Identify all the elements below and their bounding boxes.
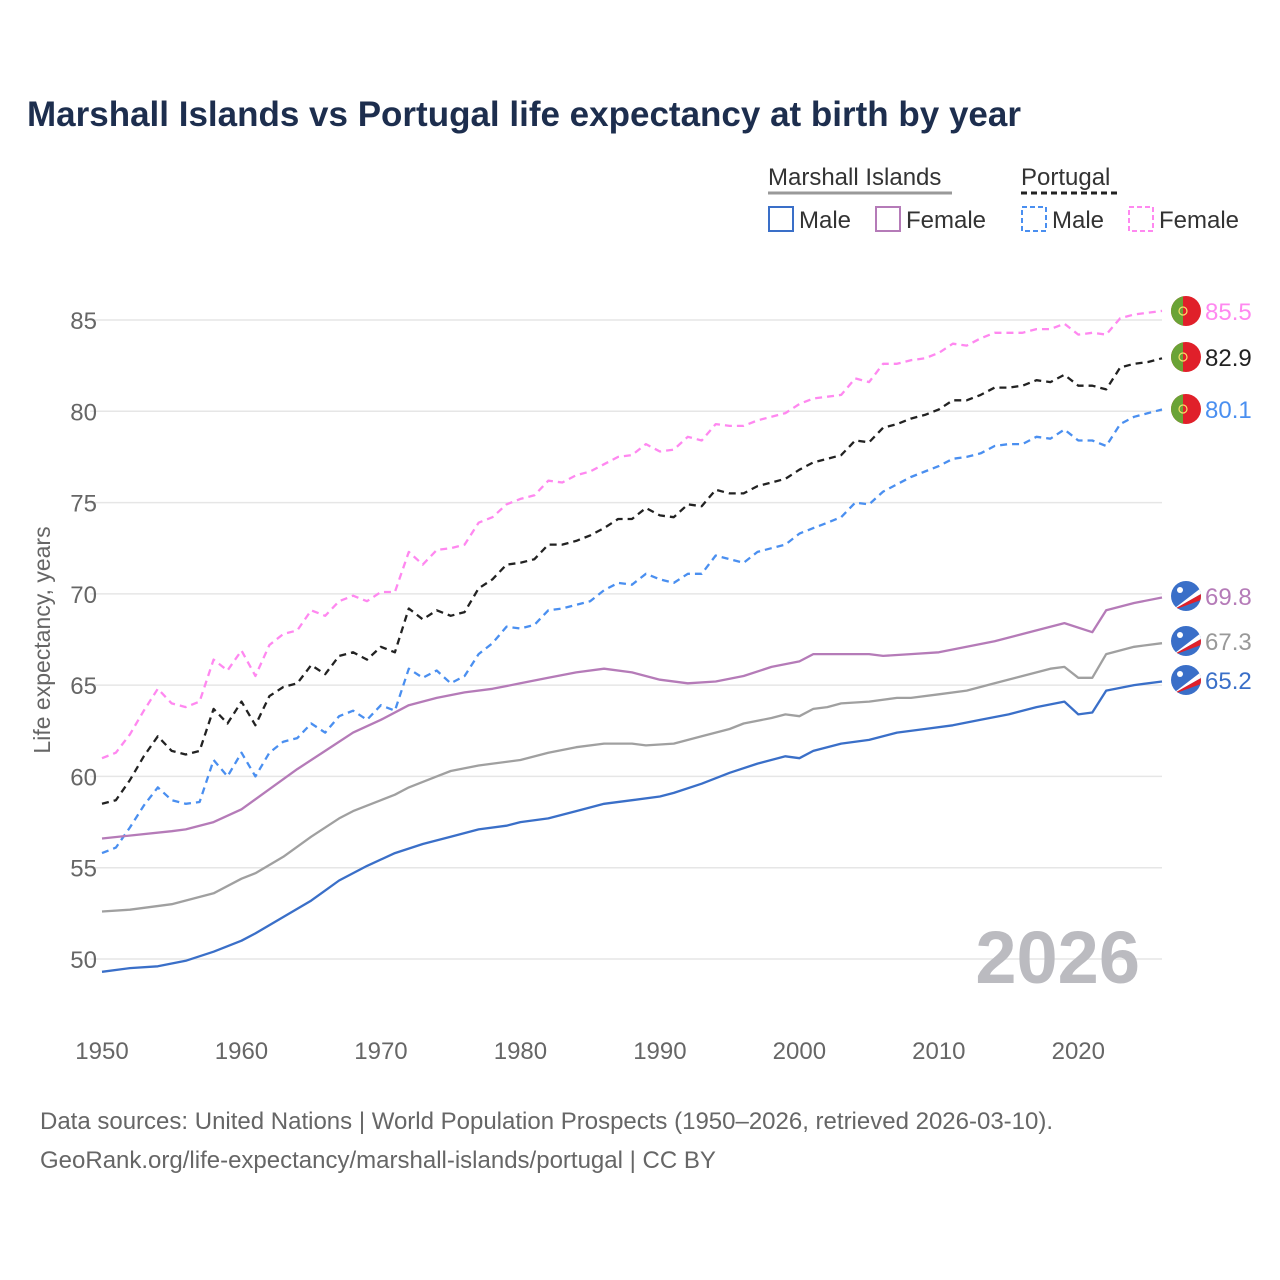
legend-swatch xyxy=(768,206,794,232)
flag-body xyxy=(1171,626,1201,656)
flag-emblem xyxy=(1178,404,1188,414)
y-tick-label: 80 xyxy=(70,399,97,426)
legend-group-title: Marshall Islands xyxy=(768,164,941,191)
series-line-pt_total xyxy=(101,357,1163,805)
legend-entry-label: Male xyxy=(799,207,851,234)
x-tick-label: 1980 xyxy=(494,1038,547,1065)
flag-star xyxy=(1177,671,1183,677)
end-value-label-mh_male: 65.2 xyxy=(1205,668,1252,695)
series-line-pt_male xyxy=(101,408,1163,855)
source-link[interactable]: GeoRank.org/life-expectancy/marshall-isl… xyxy=(40,1147,716,1174)
flag-body xyxy=(1171,342,1201,372)
flag-green xyxy=(1171,394,1183,424)
x-tick-label: 1950 xyxy=(75,1038,128,1065)
series-line-mh_female xyxy=(101,596,1163,840)
chart-title: Marshall Islands vs Portugal life expect… xyxy=(27,95,1021,134)
flag-green xyxy=(1171,296,1183,326)
legend-group-title: Portugal xyxy=(1021,164,1110,191)
end-value-label-pt_female: 85.5 xyxy=(1205,299,1252,326)
flag-red-stripe xyxy=(1171,594,1201,611)
flag-emblem xyxy=(1178,352,1188,362)
flag-icon-portugal xyxy=(1171,394,1201,424)
y-tick-label: 70 xyxy=(70,582,97,609)
flag-green xyxy=(1171,342,1183,372)
end-value-label-pt_total: 82.9 xyxy=(1205,345,1252,372)
flag-icon-portugal xyxy=(1171,296,1201,326)
end-value-label-mh_female: 69.8 xyxy=(1205,584,1252,611)
y-tick-label: 55 xyxy=(70,856,97,883)
flag-body xyxy=(1171,665,1201,695)
y-tick-label: 85 xyxy=(70,308,97,335)
x-tick-label: 1960 xyxy=(215,1038,268,1065)
flag-white-stripe xyxy=(1171,633,1201,656)
x-tick-label: 2000 xyxy=(773,1038,826,1065)
flag-emblem xyxy=(1178,306,1188,316)
y-axis-label: Life expectancy, years xyxy=(29,526,55,753)
flag-icon-marshall-islands xyxy=(1171,665,1201,695)
legend-entry-label: Female xyxy=(1159,207,1239,234)
flag-icon-marshall-islands xyxy=(1171,626,1201,656)
source-note: Data sources: United Nations | World Pop… xyxy=(40,1108,1054,1135)
x-tick-label: 2010 xyxy=(912,1038,965,1065)
legend-entry-label: Female xyxy=(906,207,986,234)
x-tick-label: 2020 xyxy=(1052,1038,1105,1065)
x-tick-label: 1990 xyxy=(633,1038,686,1065)
series-line-mh_male xyxy=(101,680,1163,973)
y-tick-label: 65 xyxy=(70,673,97,700)
series-line-pt_female xyxy=(101,309,1163,760)
flag-body xyxy=(1171,296,1201,326)
x-tick-label: 1970 xyxy=(354,1038,407,1065)
y-tick-label: 60 xyxy=(70,764,97,791)
flag-body xyxy=(1171,581,1201,611)
flag-white-stripe xyxy=(1171,672,1201,695)
legend-swatch xyxy=(1128,206,1154,232)
legend-swatch xyxy=(875,206,901,232)
flag-icon-marshall-islands xyxy=(1171,581,1201,611)
legend-swatch xyxy=(1021,206,1047,232)
series-line-mh_total xyxy=(101,642,1163,913)
flag-star xyxy=(1177,587,1183,593)
flag-white-stripe xyxy=(1171,588,1201,611)
flag-body xyxy=(1171,394,1201,424)
year-watermark: 2026 xyxy=(975,916,1140,999)
flag-red-stripe xyxy=(1171,639,1201,656)
flag-star xyxy=(1177,632,1183,638)
end-value-label-pt_male: 80.1 xyxy=(1205,397,1252,424)
line-chart: 50 55 60 65 70 75 80 85 1950 1960 1970 1980 1990 2000… xyxy=(29,164,1252,1065)
end-value-label-mh_total: 67.3 xyxy=(1205,629,1252,656)
y-tick-label: 50 xyxy=(70,947,97,974)
flag-icon-portugal xyxy=(1171,342,1201,372)
y-tick-label: 75 xyxy=(70,491,97,518)
flag-red-stripe xyxy=(1171,678,1201,695)
legend-entry-label: Male xyxy=(1052,207,1104,234)
